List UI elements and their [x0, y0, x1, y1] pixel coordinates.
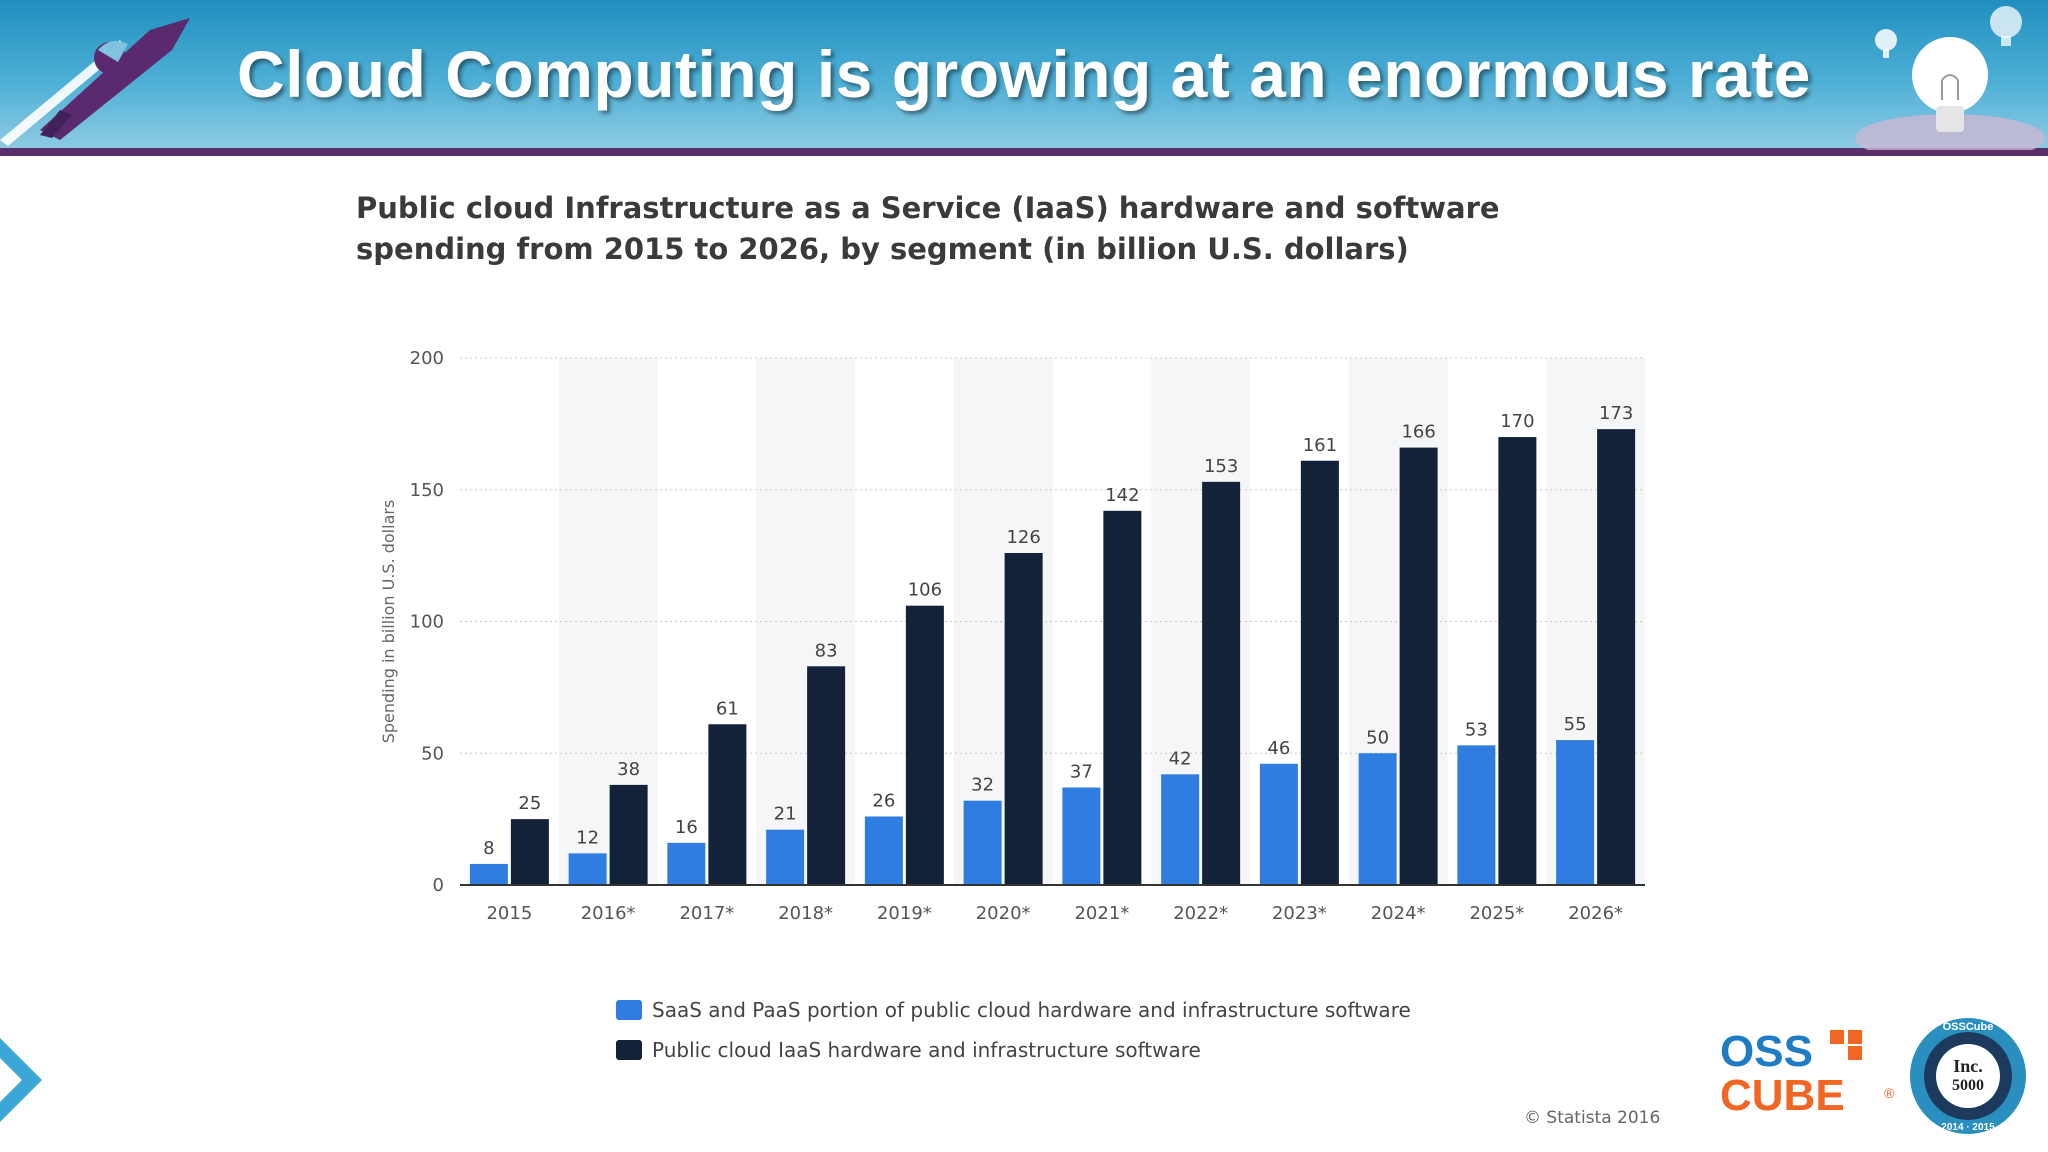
slide-header	[0, 0, 2048, 150]
x-tick-label: 2026*	[1568, 903, 1623, 924]
y-tick-label: 200	[410, 348, 444, 369]
x-tick-label: 2020*	[976, 903, 1031, 924]
bar-iaas	[1399, 447, 1438, 885]
osscube-logo: OSS CUBE ®	[1720, 1027, 1895, 1116]
data-label: 21	[774, 804, 797, 825]
x-tick-label: 2017*	[679, 903, 734, 924]
logo-text-bottom: CUBE	[1720, 1071, 1845, 1116]
x-tick-label: 2023*	[1272, 903, 1327, 924]
bar-iaas	[1498, 437, 1537, 885]
bar-saas	[667, 842, 706, 885]
data-label: 16	[675, 817, 698, 838]
rocket-figure-icon	[0, 18, 190, 146]
bar-iaas	[807, 666, 846, 885]
bar-chart: 0 50 100 150 200 Spending in billion U.S. dol…	[379, 348, 1645, 924]
legend-label-iaas: Public cloud IaaS hardware and infrastru…	[652, 1038, 1201, 1062]
bar-iaas	[609, 784, 648, 885]
x-tick-label: 2022*	[1173, 903, 1228, 924]
x-tick-label: 2015	[486, 903, 532, 924]
data-label: 126	[1006, 527, 1040, 548]
data-label: 50	[1366, 727, 1389, 748]
bar-saas	[864, 816, 903, 885]
bar-saas	[1556, 740, 1595, 885]
badge-number: 5000	[1952, 1077, 1984, 1094]
bar-saas	[1161, 774, 1200, 885]
data-label: 25	[518, 793, 541, 814]
legend-item-saas: SaaS and PaaS portion of public cloud ha…	[616, 990, 1411, 1030]
bar-iaas	[1300, 460, 1339, 885]
data-label: 173	[1599, 403, 1633, 424]
slide-title: Cloud Computing is growing at an enormou…	[236, 37, 1812, 111]
logo-text-top: OSS	[1720, 1027, 1813, 1076]
x-tick-label: 2018*	[778, 903, 833, 924]
y-tick-label: 150	[410, 480, 444, 501]
data-label: 106	[908, 580, 942, 601]
bar-iaas	[905, 605, 944, 885]
data-label: 161	[1303, 435, 1337, 456]
data-label: 83	[815, 640, 838, 661]
data-label: 53	[1465, 719, 1488, 740]
bar-saas	[568, 853, 607, 885]
y-axis-label: Spending in billion U.S. dollars	[379, 500, 398, 744]
x-tick-label: 2025*	[1469, 903, 1524, 924]
data-label: 46	[1267, 738, 1290, 759]
badge-years: 2014 · 2015	[1941, 1122, 1995, 1133]
badge-brand: OSSCube	[1943, 1021, 1994, 1033]
bar-iaas	[1202, 481, 1241, 885]
bar-saas	[1062, 787, 1101, 885]
data-label: 142	[1105, 485, 1139, 506]
header-divider	[0, 148, 2048, 156]
data-label: 37	[1070, 762, 1093, 783]
bar-iaas	[708, 724, 747, 885]
data-label: 42	[1169, 748, 1192, 769]
inc-5000-badge: OSSCube Inc. 5000 2014 · 2015	[1910, 1018, 2026, 1134]
x-tick-label: 2021*	[1074, 903, 1129, 924]
chart-title: Public cloud Infrastructure as a Service…	[356, 191, 1500, 266]
legend-swatch-iaas	[616, 1040, 642, 1060]
bar-saas	[1358, 753, 1397, 885]
data-label: 38	[617, 759, 640, 780]
data-label: 61	[716, 698, 739, 719]
x-tick-label: 2024*	[1371, 903, 1426, 924]
data-label: 55	[1564, 714, 1587, 735]
x-tick-label: 2019*	[877, 903, 932, 924]
x-tick-label: 2016*	[581, 903, 636, 924]
badge-inc: Inc.	[1953, 1056, 1983, 1076]
bar-saas	[1259, 763, 1298, 885]
bar-iaas	[1597, 429, 1636, 885]
logo-registered: ®	[1884, 1085, 1895, 1101]
legend-label-saas: SaaS and PaaS portion of public cloud ha…	[652, 998, 1411, 1022]
next-chevron-icon[interactable]	[0, 1030, 50, 1130]
data-label: 8	[483, 838, 494, 859]
data-label: 26	[872, 790, 895, 811]
lightbulb-icon	[1855, 6, 2045, 150]
bar-saas	[469, 863, 508, 885]
bar-iaas	[510, 819, 549, 885]
data-label: 166	[1401, 422, 1435, 443]
bar-iaas	[1103, 510, 1142, 885]
y-tick-label: 0	[433, 875, 444, 896]
bar-iaas	[1004, 552, 1043, 885]
data-label: 170	[1500, 411, 1534, 432]
data-label: 32	[971, 775, 994, 796]
bar-saas	[766, 829, 805, 885]
chart-legend: SaaS and PaaS portion of public cloud ha…	[616, 990, 1411, 1070]
y-tick-label: 100	[410, 612, 444, 633]
chart-source: © Statista 2016	[1524, 1108, 1661, 1128]
bar-saas	[1457, 745, 1496, 885]
bar-saas	[963, 800, 1002, 885]
data-label: 153	[1204, 456, 1238, 477]
y-tick-label: 50	[421, 743, 444, 764]
data-label: 12	[576, 827, 599, 848]
legend-item-iaas: Public cloud IaaS hardware and infrastru…	[616, 1030, 1411, 1070]
legend-swatch-saas	[616, 1000, 642, 1020]
